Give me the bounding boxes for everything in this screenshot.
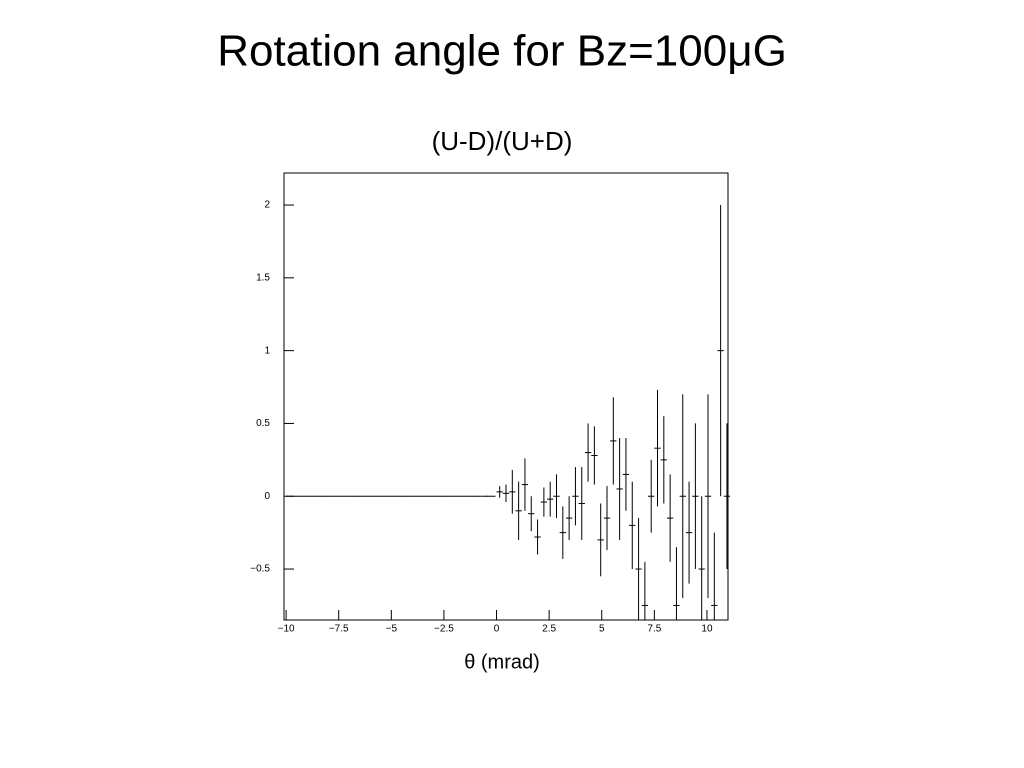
x-tick-label: −5 bbox=[386, 624, 398, 635]
x-tick-label: −10 bbox=[278, 624, 295, 635]
x-tick-label: −2.5 bbox=[434, 624, 454, 635]
plot-frame bbox=[283, 172, 729, 621]
y-tick-label: 1.5 bbox=[256, 272, 270, 283]
y-tick-label: −0.5 bbox=[250, 564, 270, 575]
y-tick-label: 0.5 bbox=[256, 418, 270, 429]
x-tick-label: 5 bbox=[599, 624, 605, 635]
x-tick-label: 2.5 bbox=[542, 624, 556, 635]
chart-title: Rotation angle for Bz=100μG bbox=[217, 27, 787, 76]
y-tick-label: 1 bbox=[264, 345, 270, 356]
x-axis-label: θ (mrad) bbox=[464, 651, 540, 673]
chart-subtitle: (U-D)/(U+D) bbox=[432, 126, 573, 156]
x-tick-label: 0 bbox=[494, 624, 500, 635]
x-tick-label: 7.5 bbox=[647, 624, 661, 635]
x-tick-label: −7.5 bbox=[329, 624, 349, 635]
y-tick-label: 2 bbox=[264, 200, 270, 211]
x-tick-label: 10 bbox=[701, 624, 713, 635]
y-tick-label: 0 bbox=[264, 491, 270, 502]
